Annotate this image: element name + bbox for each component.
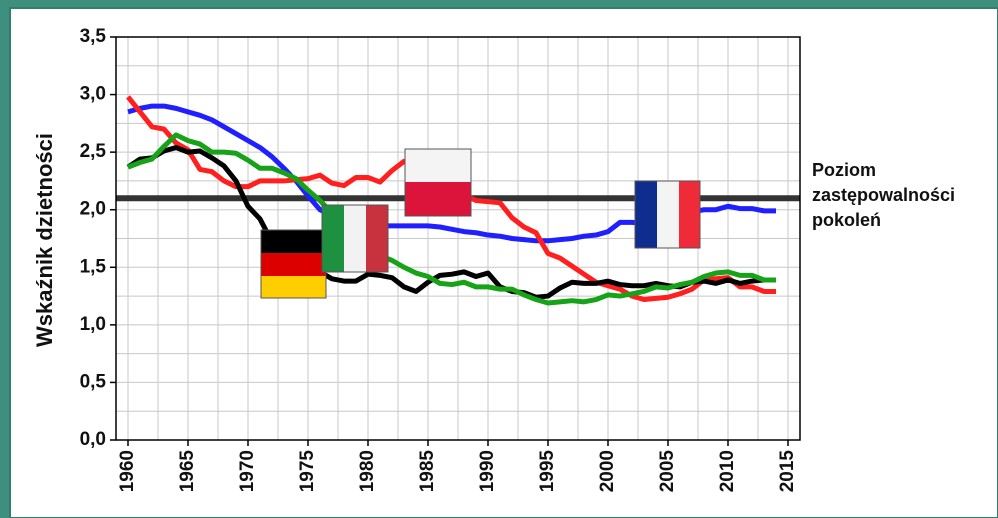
x-tick-label: 1995 bbox=[537, 450, 558, 493]
flag-poland bbox=[404, 148, 472, 217]
series-line bbox=[127, 132, 776, 306]
flags bbox=[260, 148, 701, 299]
y-tick-label: 3,0 bbox=[80, 84, 106, 105]
y-tick-label: 2,0 bbox=[80, 199, 106, 220]
flag-france bbox=[634, 180, 701, 249]
axes: 0,0 0,5 1,0 1,5 2,0 2,5 3,0 3,5 1960 1965 1970 1975… bbox=[80, 26, 955, 492]
y-tick-label: 0,0 bbox=[80, 429, 106, 450]
x-tick-label: 1975 bbox=[297, 450, 318, 493]
flag-germany bbox=[260, 229, 327, 299]
x-tick-label: 2000 bbox=[597, 450, 618, 492]
reference-label: Poziom bbox=[812, 160, 876, 180]
x-tick-label: 2010 bbox=[717, 450, 738, 492]
x-tick-label: 2015 bbox=[777, 450, 798, 493]
y-tick-label: 1,5 bbox=[80, 256, 107, 277]
x-tick-label: 2005 bbox=[657, 450, 678, 493]
x-tick-label: 1965 bbox=[177, 450, 198, 493]
y-tick-label: 3,5 bbox=[80, 26, 107, 47]
x-tick-label: 1985 bbox=[417, 450, 438, 493]
reference-label: pokoleń bbox=[812, 210, 881, 230]
plot-frame bbox=[115, 36, 801, 441]
y-tick-label: 0,5 bbox=[80, 371, 107, 392]
y-tick-label: 2,5 bbox=[80, 141, 107, 162]
x-tick-label: 1980 bbox=[357, 450, 378, 492]
x-tick-label: 1960 bbox=[117, 450, 138, 492]
chart-background bbox=[9, 7, 998, 518]
x-tick-label: 1990 bbox=[477, 450, 498, 492]
y-tick-label: 1,0 bbox=[80, 314, 106, 335]
reference-label: zastępowalności bbox=[812, 185, 955, 205]
y-axis-label: Wskaźnik dzietności bbox=[32, 133, 57, 347]
flag-italy bbox=[321, 204, 389, 273]
x-tick-label: 1970 bbox=[237, 450, 258, 492]
